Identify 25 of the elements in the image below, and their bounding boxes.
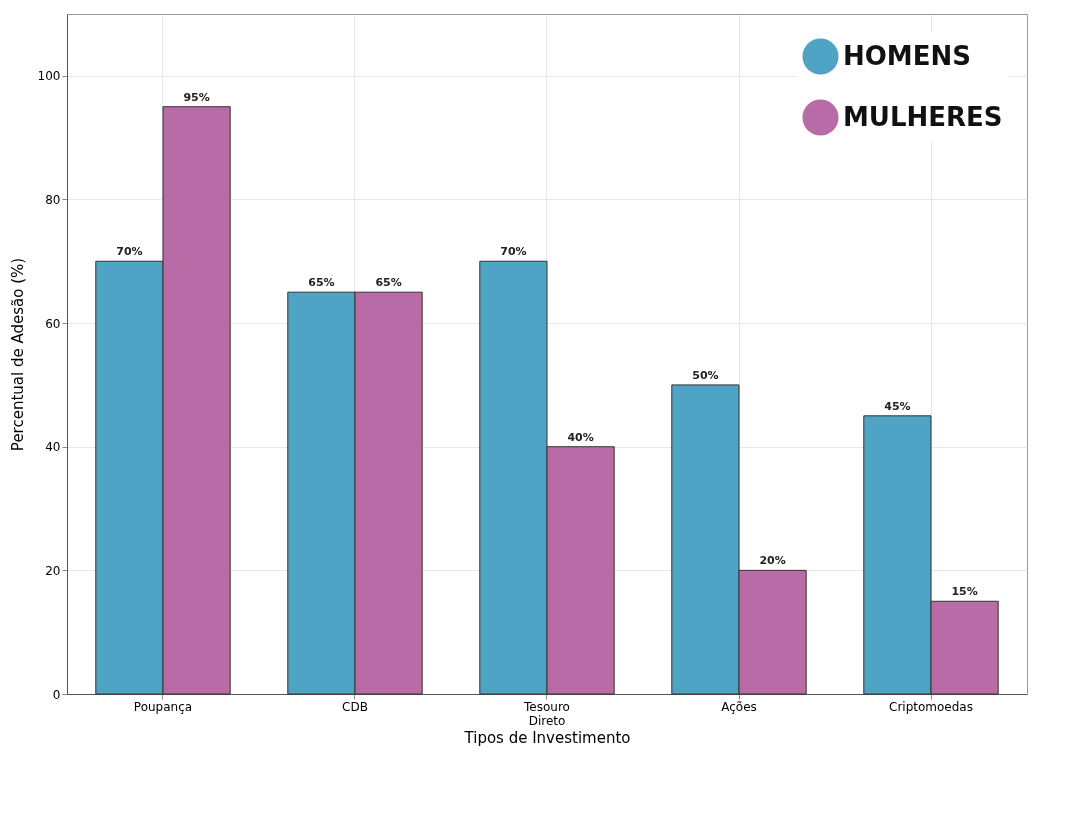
- y-axis-title: Percentual de Adesão (%): [8, 257, 27, 452]
- y-tick-label: 20: [45, 563, 61, 578]
- data-label: 40%: [567, 430, 594, 444]
- y-tick-label: 80: [45, 192, 61, 207]
- y-tick-label: 100: [37, 69, 61, 84]
- data-label: 65%: [375, 276, 402, 290]
- data-label: 50%: [692, 368, 719, 382]
- data-label: 70%: [500, 245, 527, 259]
- data-label: 70%: [116, 245, 143, 259]
- x-tick-label: CDB: [342, 699, 368, 714]
- y-tick-label: 40: [45, 440, 61, 455]
- x-axis-title: Tipos de Investimento: [463, 728, 631, 747]
- data-label: 65%: [308, 276, 335, 290]
- data-label: 45%: [884, 399, 911, 413]
- data-label: 20%: [759, 554, 786, 568]
- x-tick-label: Tesouro Direto: [523, 699, 570, 728]
- x-tick-label: Ações: [721, 699, 757, 714]
- y-tick-label: 0: [52, 687, 61, 702]
- data-label: 95%: [183, 90, 210, 104]
- x-tick-label: Criptomoedas: [889, 699, 973, 714]
- data-label: 15%: [951, 585, 978, 599]
- legend-label: MULHERES: [843, 101, 1003, 132]
- x-tick-label: Poupança: [133, 699, 193, 714]
- y-tick-label: 60: [45, 316, 61, 331]
- legend-label: HOMENS: [843, 40, 971, 71]
